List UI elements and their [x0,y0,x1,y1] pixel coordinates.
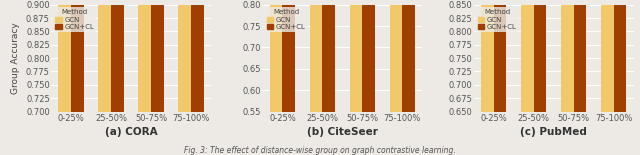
Legend: GCN, GCN+CL: GCN, GCN+CL [53,7,97,32]
Bar [481,0,493,112]
Text: (a) CORA: (a) CORA [105,127,157,137]
Bar [111,0,124,112]
Bar [179,0,191,112]
Bar [349,0,362,112]
Bar [362,0,375,112]
Bar [534,0,547,112]
Bar [282,0,295,112]
Legend: GCN, GCN+CL: GCN, GCN+CL [264,7,308,32]
Bar [71,0,84,112]
Bar [521,0,534,112]
Bar [151,0,164,112]
Text: (b) CiteSeer: (b) CiteSeer [307,127,378,137]
Bar [403,0,415,112]
Bar [323,0,335,112]
Text: Fig. 3: The effect of distance-wise group on graph contrastive learning.: Fig. 3: The effect of distance-wise grou… [184,146,456,155]
Bar [561,0,573,112]
Bar [493,0,506,112]
Bar [614,0,627,112]
Bar [390,0,403,112]
Legend: GCN, GCN+CL: GCN, GCN+CL [476,7,519,32]
Bar [191,0,204,112]
Bar [573,0,586,112]
Bar [601,0,614,112]
Text: (c) PubMed: (c) PubMed [520,127,587,137]
Bar [269,0,282,112]
Bar [138,0,151,112]
Bar [99,0,111,112]
Bar [310,0,323,112]
Bar [58,0,71,112]
Y-axis label: Group Accuracy: Group Accuracy [12,22,20,94]
